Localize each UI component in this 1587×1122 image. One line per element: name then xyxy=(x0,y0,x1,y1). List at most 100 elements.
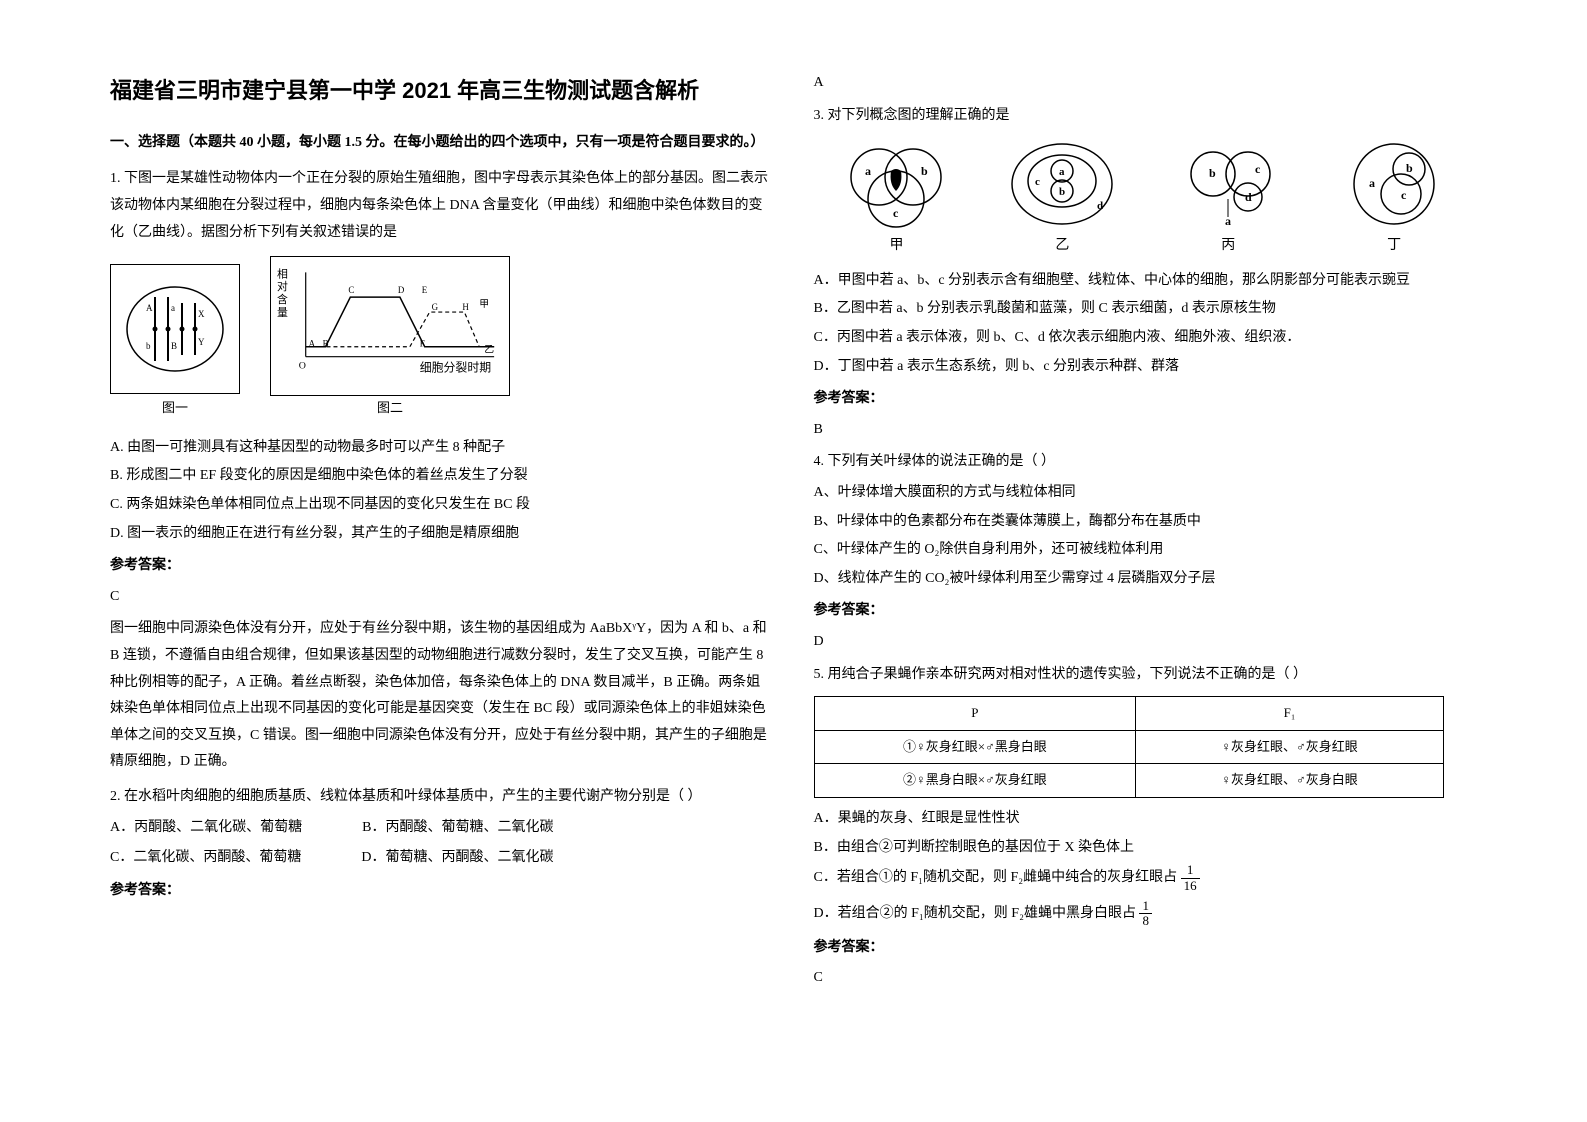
q3-optD: D．丁图中若 a 表示生态系统，则 b、c 分别表示种群、群落 xyxy=(814,354,1478,381)
q1-optC: C. 两条姐妹染色单体相同位点上出现不同基因的变化只发生在 BC 段 xyxy=(110,492,774,519)
svg-text:细胞分裂时期: 细胞分裂时期 xyxy=(420,361,491,375)
q1-explanation: 图一细胞中同源染色体没有分开，应处于有丝分裂中期，该生物的基因组成为 AaBbX… xyxy=(110,616,774,776)
fig1-label: 图一 xyxy=(110,396,240,421)
left-column: 福建省三明市建宁县第一中学 2021 年高三生物测试题含解析 一、选择题（本题共… xyxy=(90,70,794,1082)
venn-jia: a b c 甲 xyxy=(841,139,951,260)
q2-optB: B．丙酮酸、葡萄糖、二氧化碳 xyxy=(362,815,553,842)
fig1-cell-diagram: Aa b B X Y xyxy=(110,264,240,394)
q1-figures: Aa b B X Y 图一 A B C D E F xyxy=(110,256,774,421)
svg-text:a: a xyxy=(1369,176,1375,190)
th-P: P xyxy=(814,697,1136,731)
venn-yi: a b c d 乙 xyxy=(1007,139,1117,260)
q2-stem: 2. 在水稻叶肉细胞的细胞质基质、线粒体基质和叶绿体基质中，产生的主要代谢产物分… xyxy=(110,784,774,811)
svg-text:d: d xyxy=(1245,190,1252,204)
fig2-ylabel: 相 xyxy=(277,268,288,281)
svg-text:含: 含 xyxy=(277,292,288,306)
svg-text:c: c xyxy=(1401,188,1407,202)
venn-ding-label: 丁 xyxy=(1387,238,1401,253)
svg-text:量: 量 xyxy=(277,306,288,319)
q2-answer: A xyxy=(814,70,1478,97)
q4-optC: C、叶绿体产生的 O₂除供自身利用外，还可被线粒体利用 xyxy=(814,537,1478,564)
fig2-label: 图二 xyxy=(270,396,510,421)
q4-stem: 4. 下列有关叶绿体的说法正确的是（ ） xyxy=(814,449,1478,476)
frac-num: 1 xyxy=(1181,863,1200,878)
venn-ding: b a c 丁 xyxy=(1339,139,1449,260)
svg-text:a: a xyxy=(171,303,175,313)
th-F1: F₁ xyxy=(1136,697,1444,731)
q5-answer: C xyxy=(814,965,1478,992)
svg-text:D: D xyxy=(398,285,405,295)
svg-text:d: d xyxy=(1097,200,1103,212)
venn-jia-label: 甲 xyxy=(889,238,903,253)
q5-optC-text: C．若组合①的 F₁随机交配，则 F₂雌蝇中纯合的灰身红眼占 xyxy=(814,870,1178,885)
right-column: A 3. 对下列概念图的理解正确的是 a b c 甲 a b xyxy=(794,70,1498,1082)
fraction-1-8: 1 8 xyxy=(1139,899,1152,929)
q5-stem: 5. 用纯合子果蝇作亲本研究两对相对性状的遗传实验，下列说法不正确的是（ ） xyxy=(814,662,1478,689)
venn-yi-label: 乙 xyxy=(1055,238,1069,253)
svg-text:O: O xyxy=(299,361,306,372)
q5-optD: D．若组合②的 F₁随机交配，则 F₂雄蝇中黑身白眼占 1 8 xyxy=(814,899,1478,929)
svg-text:G: G xyxy=(432,302,439,312)
fig1-svg: Aa b B X Y xyxy=(120,279,230,379)
fig2-graph: A B C D E F G H 甲 乙 相 对 含 量 O 细胞分裂时期 xyxy=(270,256,510,396)
q1-optB: B. 形成图二中 EF 段变化的原因是细胞中染色体的着丝点发生了分裂 xyxy=(110,463,774,490)
svg-text:c: c xyxy=(893,206,899,220)
svg-text:Y: Y xyxy=(198,337,205,347)
svg-text:F: F xyxy=(420,339,425,349)
svg-text:E: E xyxy=(422,285,427,295)
svg-text:b: b xyxy=(1059,186,1065,198)
q1-answer: C xyxy=(110,584,774,611)
q3-optC: C．丙图中若 a 表示体液，则 b、C、d 依次表示细胞内液、细胞外液、组织液． xyxy=(814,325,1478,352)
q1-optD: D. 图一表示的细胞正在进行有丝分裂，其产生的子细胞是精原细胞 xyxy=(110,521,774,548)
q3-answer: B xyxy=(814,417,1478,444)
fig1-wrap: Aa b B X Y 图一 xyxy=(110,264,240,421)
q1-optA: A. 由图一可推测具有这种基因型的动物最多时可以产生 8 种配子 xyxy=(110,435,774,462)
svg-text:X: X xyxy=(198,309,205,319)
q2-row1: A．丙酮酸、二氧化碳、葡萄糖 B．丙酮酸、葡萄糖、二氧化碳 xyxy=(110,815,774,842)
svg-text:c: c xyxy=(1255,162,1261,176)
q3-diagrams: a b c 甲 a b c d 乙 b xyxy=(814,139,1478,260)
svg-text:a: a xyxy=(1059,166,1065,178)
q5-answer-label: 参考答案： xyxy=(814,935,1478,962)
q5-optC: C．若组合①的 F₁随机交配，则 F₂雌蝇中纯合的灰身红眼占 1 16 xyxy=(814,863,1478,893)
q3-optA: A．甲图中若 a、b、c 分别表示含有细胞壁、线粒体、中心体的细胞，那么阴影部分… xyxy=(814,268,1478,295)
svg-text:c: c xyxy=(1035,176,1040,188)
q3-answer-label: 参考答案： xyxy=(814,386,1478,413)
svg-text:a: a xyxy=(865,164,871,178)
q3-optB: B．乙图中若 a、b 分别表示乳酸菌和蓝藻，则 C 表示细菌，d 表示原核生物 xyxy=(814,296,1478,323)
svg-text:A: A xyxy=(309,339,316,349)
q3-stem: 3. 对下列概念图的理解正确的是 xyxy=(814,103,1478,130)
table-row: ①♀灰身红眼×♂黑身白眼 ♀灰身红眼、♂灰身红眼 xyxy=(814,730,1443,764)
fig2-svg: A B C D E F G H 甲 乙 相 对 含 量 O 细胞分裂时期 xyxy=(271,257,509,377)
doc-title: 福建省三明市建宁县第一中学 2021 年高三生物测试题含解析 xyxy=(110,70,774,112)
cell-r1c1: ①♀灰身红眼×♂黑身白眼 xyxy=(814,730,1136,764)
q4-optA: A、叶绿体增大膜面积的方式与线粒体相同 xyxy=(814,480,1478,507)
q4-optB: B、叶绿体中的色素都分布在类囊体薄膜上，酶都分布在基质中 xyxy=(814,509,1478,536)
svg-text:b: b xyxy=(921,164,928,178)
q2-optC: C．二氧化碳、丙酮酸、葡萄糖 xyxy=(110,845,301,872)
svg-text:H: H xyxy=(462,302,469,312)
q2-answer-label: 参考答案： xyxy=(110,878,774,905)
table-row: ②♀黑身白眼×♂灰身红眼 ♀灰身红眼、♂灰身白眼 xyxy=(814,764,1443,798)
fig2-wrap: A B C D E F G H 甲 乙 相 对 含 量 O 细胞分裂时期 xyxy=(270,256,510,421)
cell-r1c2: ♀灰身红眼、♂灰身红眼 xyxy=(1136,730,1444,764)
cell-r2c1: ②♀黑身白眼×♂灰身红眼 xyxy=(814,764,1136,798)
q1-stem: 1. 下图一是某雄性动物体内一个正在分裂的原始生殖细胞，图中字母表示其染色体上的… xyxy=(110,166,774,246)
svg-text:A: A xyxy=(146,303,153,313)
frac-den: 8 xyxy=(1139,914,1152,928)
fraction-1-16: 1 16 xyxy=(1181,863,1200,893)
q2-row2: C．二氧化碳、丙酮酸、葡萄糖 D．葡萄糖、丙酮酸、二氧化碳 xyxy=(110,845,774,872)
cell-r2c2: ♀灰身红眼、♂灰身白眼 xyxy=(1136,764,1444,798)
svg-text:C: C xyxy=(348,285,354,295)
q2-optD: D．葡萄糖、丙酮酸、二氧化碳 xyxy=(361,845,553,872)
svg-text:对: 对 xyxy=(277,279,288,293)
svg-text:B: B xyxy=(171,341,177,351)
svg-text:b: b xyxy=(1406,161,1413,175)
section-header: 一、选择题（本题共 40 小题，每小题 1.5 分。在每小题给出的四个选项中，只… xyxy=(110,130,774,157)
q2-optA: A．丙酮酸、二氧化碳、葡萄糖 xyxy=(110,815,302,842)
q1-answer-label: 参考答案： xyxy=(110,553,774,580)
q5-optB: B．由组合②可判断控制眼色的基因位于 X 染色体上 xyxy=(814,835,1478,862)
svg-text:b: b xyxy=(146,341,151,351)
q5-optA: A．果蝇的灰身、红眼是显性性状 xyxy=(814,806,1478,833)
frac-den: 16 xyxy=(1181,879,1200,893)
